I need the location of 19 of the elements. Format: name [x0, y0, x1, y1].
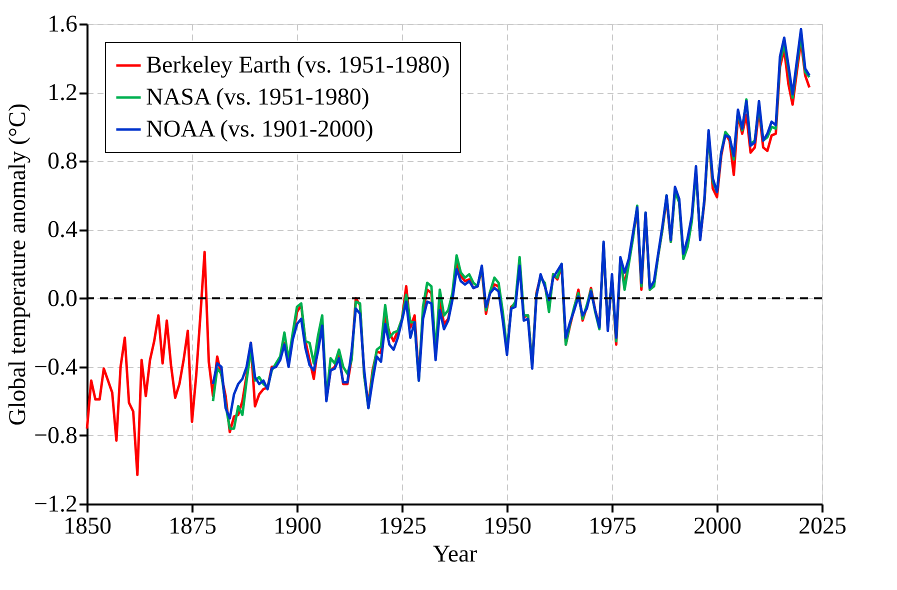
legend-label: NOAA (vs. 1901-2000) — [146, 116, 374, 142]
x-tick-label: 1925 — [378, 514, 426, 540]
y-tick-label: 0.4 — [48, 217, 78, 244]
x-tick-label: 2025 — [798, 514, 846, 540]
x-tick-label: 1975 — [588, 514, 636, 540]
x-tick-label: 1900 — [274, 514, 322, 540]
y-tick-label: 1.2 — [48, 80, 78, 106]
legend-label: NASA (vs. 1951-1980) — [146, 84, 370, 110]
y-tick-label: −0.8 — [34, 422, 78, 449]
y-axis-title: Global temperature anomaly (°C) — [4, 103, 31, 426]
y-tick-label: −0.4 — [34, 354, 78, 380]
x-axis-title: Year — [432, 542, 478, 568]
y-tick-label: 1.6 — [48, 12, 78, 38]
y-tick-label: 0.8 — [48, 148, 78, 175]
y-tick-label: 0.0 — [48, 286, 78, 312]
x-tick-label: 1950 — [484, 514, 532, 540]
legend-label: Berkeley Earth (vs. 1951-1980) — [146, 52, 450, 78]
x-tick-label: 2000 — [694, 514, 742, 540]
x-tick-label: 1875 — [168, 514, 216, 540]
